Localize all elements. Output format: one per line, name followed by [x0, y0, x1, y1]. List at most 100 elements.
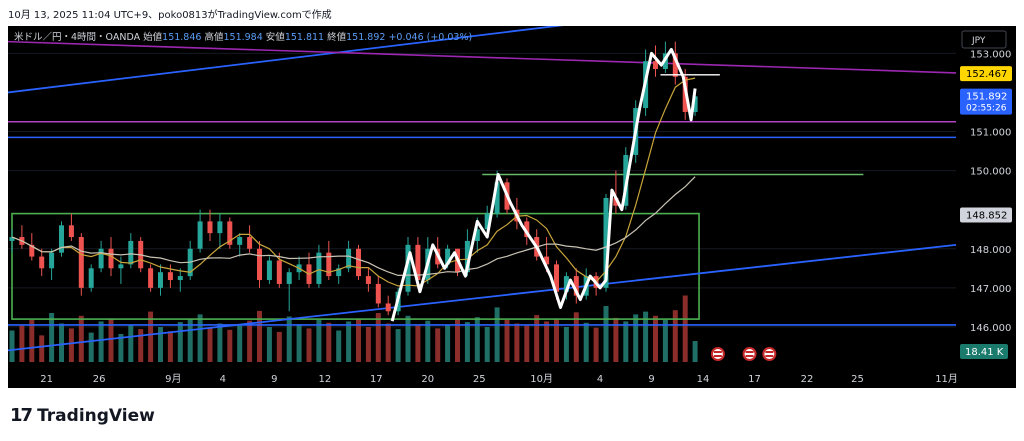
volume-bar-36 [365, 327, 371, 362]
volume-bar-41 [415, 325, 421, 362]
volume-bar-58 [583, 322, 589, 362]
volume-bar-33 [336, 330, 342, 362]
volume-bar-61 [613, 317, 619, 362]
horizontal-levels [8, 120, 956, 326]
trend-line-purple [8, 40, 957, 74]
candle-body-34 [346, 248, 352, 269]
price-label-2: 148.852 [966, 210, 1007, 221]
volume-bar-66 [662, 320, 668, 362]
candle-body-52 [524, 221, 530, 238]
candle-body-2 [29, 244, 35, 257]
y-tick-label-3: 148.000 [970, 245, 1011, 256]
candle-body-5 [59, 225, 64, 253]
volume-bar-48 [484, 327, 490, 362]
volume-bar-12 [128, 324, 134, 362]
ma-slow-line [11, 176, 696, 277]
us-flag-stripe2-2 [765, 355, 774, 357]
volume-bar-11 [118, 334, 124, 362]
x-tick-label-13: 17 [748, 374, 761, 385]
y-tick-label-0: 153.000 [970, 49, 1011, 60]
volume-bar-43 [435, 328, 441, 362]
candle-body-40 [405, 244, 411, 292]
candle-body-15 [158, 272, 163, 288]
us-flag-stripe-0 [713, 351, 722, 353]
x-tick-label-15: 25 [851, 374, 864, 385]
candle-body-32 [326, 252, 332, 277]
volume-bar-0 [9, 330, 15, 362]
candle-body-9 [98, 248, 104, 269]
volume-bar-24 [247, 320, 253, 362]
candles [9, 41, 698, 316]
candle-body-46 [464, 240, 470, 273]
price-axis-bg [956, 26, 1016, 388]
volume-bar-56 [563, 327, 569, 362]
volume-bar-19 [197, 314, 203, 362]
candle-body-10 [108, 248, 114, 269]
volume-bar-14 [148, 311, 154, 362]
candle-body-11 [118, 264, 124, 269]
candle-body-14 [148, 268, 154, 288]
volume-bar-1 [19, 325, 25, 362]
x-tick-label-9: 10月 [530, 373, 553, 385]
candle-body-60 [603, 197, 609, 288]
candle-body-4 [49, 252, 55, 269]
green-box [11, 212, 700, 320]
grid [8, 52, 956, 328]
candle-body-22 [227, 221, 233, 245]
x-tick-label-8: 25 [473, 374, 486, 385]
x-tick-label-16: 11月 [935, 373, 958, 385]
volume-bar-54 [544, 321, 550, 362]
price-label-0: 152.467 [966, 69, 1007, 80]
volume-bar-65 [653, 315, 658, 362]
us-flag-stripe2-0 [713, 355, 722, 357]
volume-bar-30 [306, 328, 312, 362]
volume-bar-6 [68, 328, 74, 362]
x-tick-label-14: 22 [801, 374, 814, 385]
volume-bar-17 [177, 322, 183, 362]
candle-body-17 [177, 276, 183, 281]
volume-bar-31 [316, 320, 322, 362]
candle-body-27 [276, 260, 282, 284]
overlay: 米ドル／円・4時間・OANDA 始値151.846 高値151.984 安値15… [14, 31, 777, 361]
x-tick-label-0: 21 [40, 374, 53, 385]
candle-body-6 [68, 225, 74, 238]
us-flag-stripe-2 [765, 351, 774, 353]
candle-body-23 [237, 237, 243, 245]
price-label-sub-1: 02:55:26 [966, 104, 1007, 114]
footer-logo: 17 TradingView [10, 405, 155, 426]
volume-bar-68 [682, 295, 688, 362]
currency-label: JPY [971, 36, 986, 46]
candle-body-20 [207, 221, 213, 234]
chart-svg[interactable]: 153.000 151.000 150.000 148.000 147.000 146.0… [8, 26, 1016, 388]
candle-body-33 [336, 268, 342, 277]
candle-body-36 [365, 276, 371, 284]
volume-bars [9, 295, 698, 362]
volume-bar-52 [524, 325, 530, 362]
volume-bar-16 [167, 331, 173, 362]
symbol-info-line: 米ドル／円・4時間・OANDA 始値151.846 高値151.984 安値15… [14, 31, 472, 43]
volume-bar-23 [237, 325, 243, 362]
candle-body-57 [573, 276, 579, 296]
candle-body-55 [554, 264, 559, 292]
trend-line-upper-blue [8, 26, 564, 94]
candle-body-19 [197, 221, 203, 249]
white-zigzag [390, 47, 720, 322]
x-tick-label-7: 20 [421, 374, 434, 385]
y-tick-label-4: 147.000 [970, 284, 1011, 295]
volume-bar-21 [217, 323, 223, 362]
volume-bar-4 [49, 313, 55, 362]
volume-bar-47 [474, 317, 480, 362]
volume-bar-13 [138, 329, 144, 362]
tradingview-brand: TradingView [37, 405, 155, 426]
candle-body-37 [375, 283, 381, 304]
volume-bar-49 [494, 307, 500, 362]
x-tick-label-6: 17 [370, 374, 383, 385]
moving-averages [11, 77, 696, 287]
chart-area[interactable]: 153.000 151.000 150.000 148.000 147.000 146.0… [8, 26, 1016, 388]
candle-body-44 [445, 248, 451, 265]
candle-body-49 [494, 182, 500, 214]
price-label-bg-2 [960, 207, 1012, 223]
candle-body-41 [415, 244, 421, 281]
trend-line-lower-blue [8, 243, 957, 352]
volume-bar-53 [534, 315, 540, 362]
